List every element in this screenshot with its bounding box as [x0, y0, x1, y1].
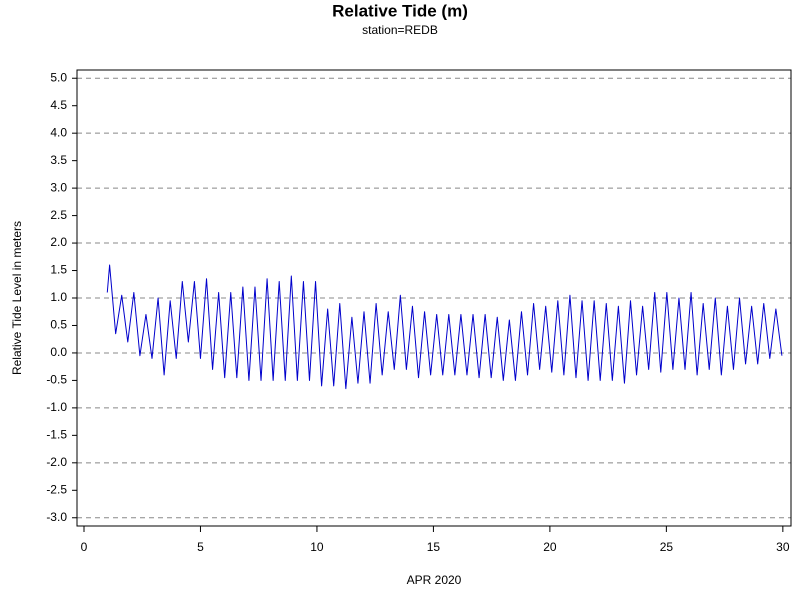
y-tick-label: -2.0	[46, 455, 67, 469]
y-tick-label: -1.0	[46, 400, 67, 414]
y-tick-label: 0.5	[50, 318, 67, 332]
chart-title: Relative Tide (m)	[332, 1, 468, 20]
x-tick-label: 5	[197, 540, 204, 554]
y-tick-label: -0.5	[46, 373, 67, 387]
x-axis-label: APR 2020	[407, 573, 462, 587]
y-tick-label: 4.0	[50, 125, 67, 139]
y-axis-label: Relative Tide Level in meters	[10, 221, 24, 375]
x-tick-label: 10	[310, 540, 324, 554]
y-tick-label: 0.0	[50, 345, 67, 359]
x-tick-label: 20	[543, 540, 557, 554]
y-tick-label: 4.5	[50, 98, 67, 112]
y-tick-label: 3.0	[50, 180, 67, 194]
y-tick-label: -2.5	[46, 482, 67, 496]
y-tick-label: -1.5	[46, 428, 67, 442]
tide-line	[106, 264, 783, 390]
y-tick-label: 5.0	[50, 70, 67, 84]
y-tick-label: 1.0	[50, 290, 67, 304]
chart-subtitle: station=REDB	[362, 23, 438, 37]
y-tick-label: 1.5	[50, 263, 67, 277]
y-tick-label: -3.0	[46, 510, 67, 524]
x-tick-label: 0	[81, 540, 88, 554]
y-tick-label: 2.5	[50, 208, 67, 222]
x-tick-label: 15	[427, 540, 441, 554]
plot-frame	[76, 69, 792, 527]
x-tick-label: 30	[776, 540, 790, 554]
x-tick-label: 25	[660, 540, 674, 554]
y-tick-label: 3.5	[50, 153, 67, 167]
y-tick-label: 2.0	[50, 235, 67, 249]
